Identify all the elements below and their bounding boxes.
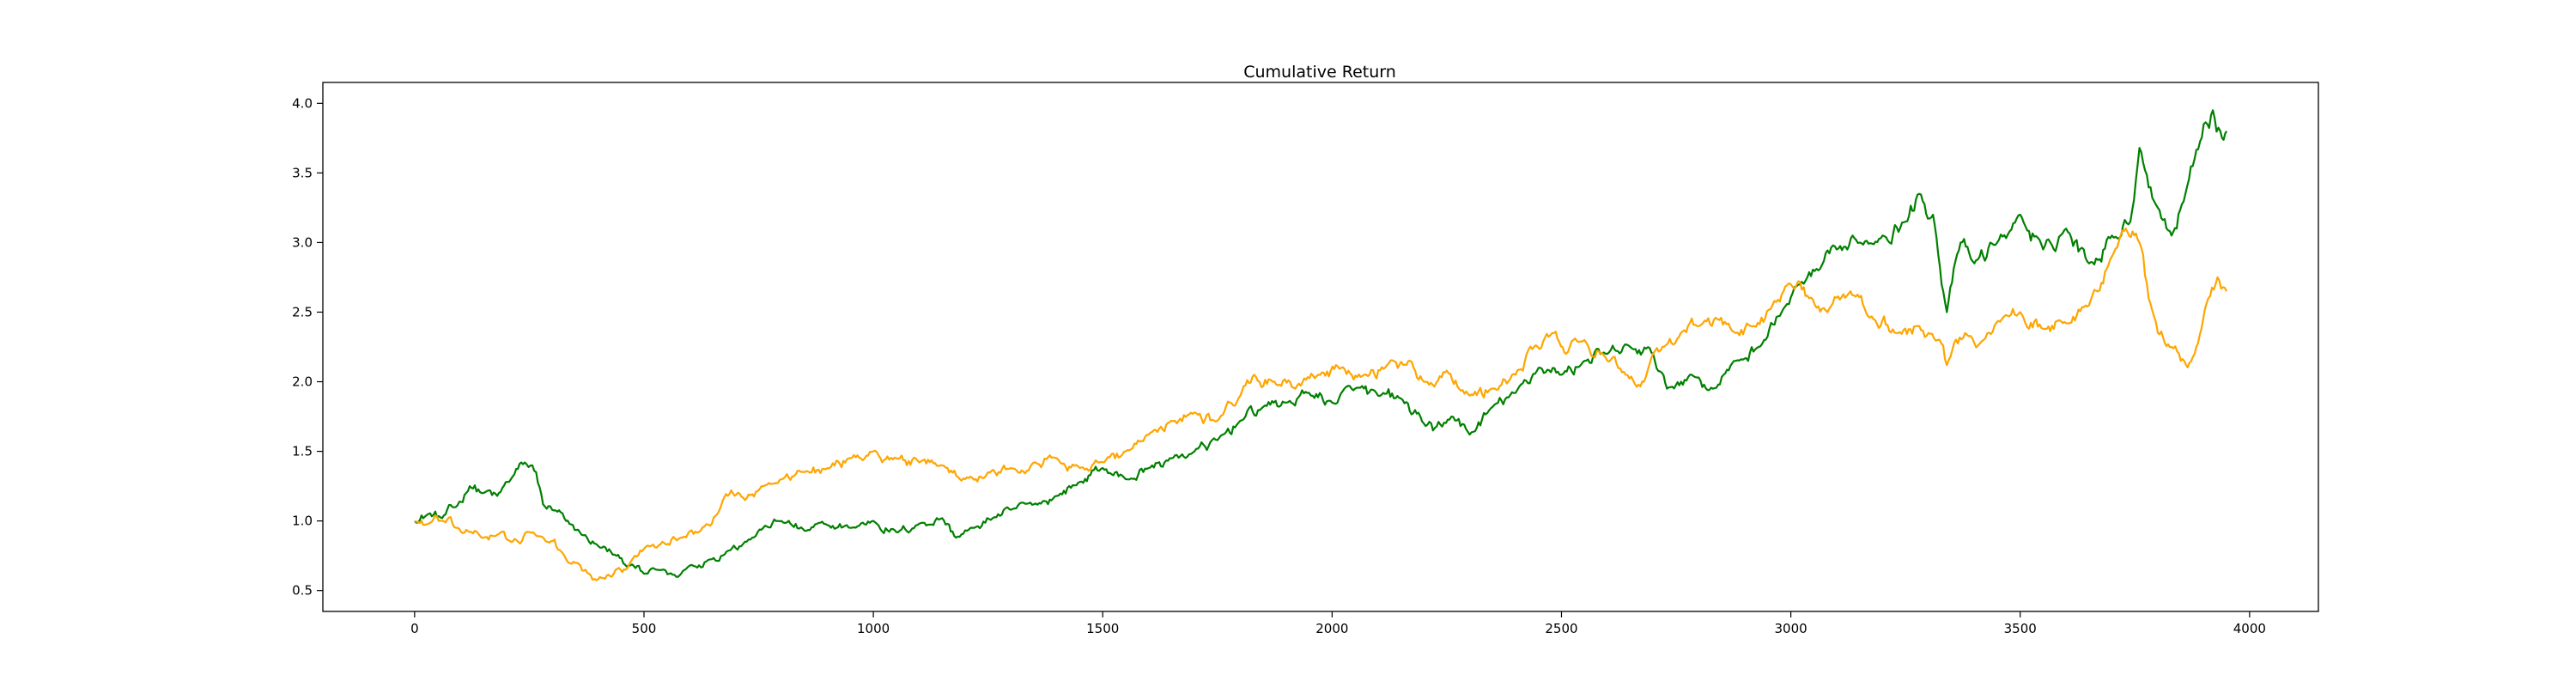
y-tick-label: 2.5 — [292, 304, 313, 319]
x-tick-label: 3500 — [2004, 621, 2037, 636]
x-tick-label: 0 — [410, 621, 419, 636]
y-tick-label: 1.5 — [292, 444, 313, 459]
x-tick-label: 1500 — [1086, 621, 1119, 636]
x-tick-label: 2500 — [1545, 621, 1577, 636]
y-tick-label: 3.0 — [292, 234, 313, 250]
x-tick-label: 3000 — [1775, 621, 1807, 636]
plot-area — [414, 109, 2228, 581]
y-axis: 0.5 1.0 1.5 2.0 2.5 3.0 3.5 4.0 — [292, 95, 323, 599]
x-tick-label: 500 — [632, 621, 657, 636]
chart-title: Cumulative Return — [1243, 63, 1396, 82]
x-tick-label: 4000 — [2233, 621, 2266, 636]
y-tick-label: 1.0 — [292, 514, 313, 529]
x-tick-label: 1000 — [857, 621, 890, 636]
x-tick-label: 2000 — [1315, 621, 1348, 636]
y-tick-label: 4.0 — [292, 95, 313, 111]
y-tick-label: 0.5 — [292, 583, 313, 599]
x-axis: 0 500 1000 1500 2000 2500 3000 3500 4000 — [410, 611, 2266, 636]
y-tick-label: 3.5 — [292, 165, 313, 180]
axes-frame — [322, 82, 2319, 612]
series-line-1 — [414, 109, 2228, 578]
series-line-2 — [414, 228, 2228, 581]
y-tick-label: 2.0 — [292, 374, 313, 390]
